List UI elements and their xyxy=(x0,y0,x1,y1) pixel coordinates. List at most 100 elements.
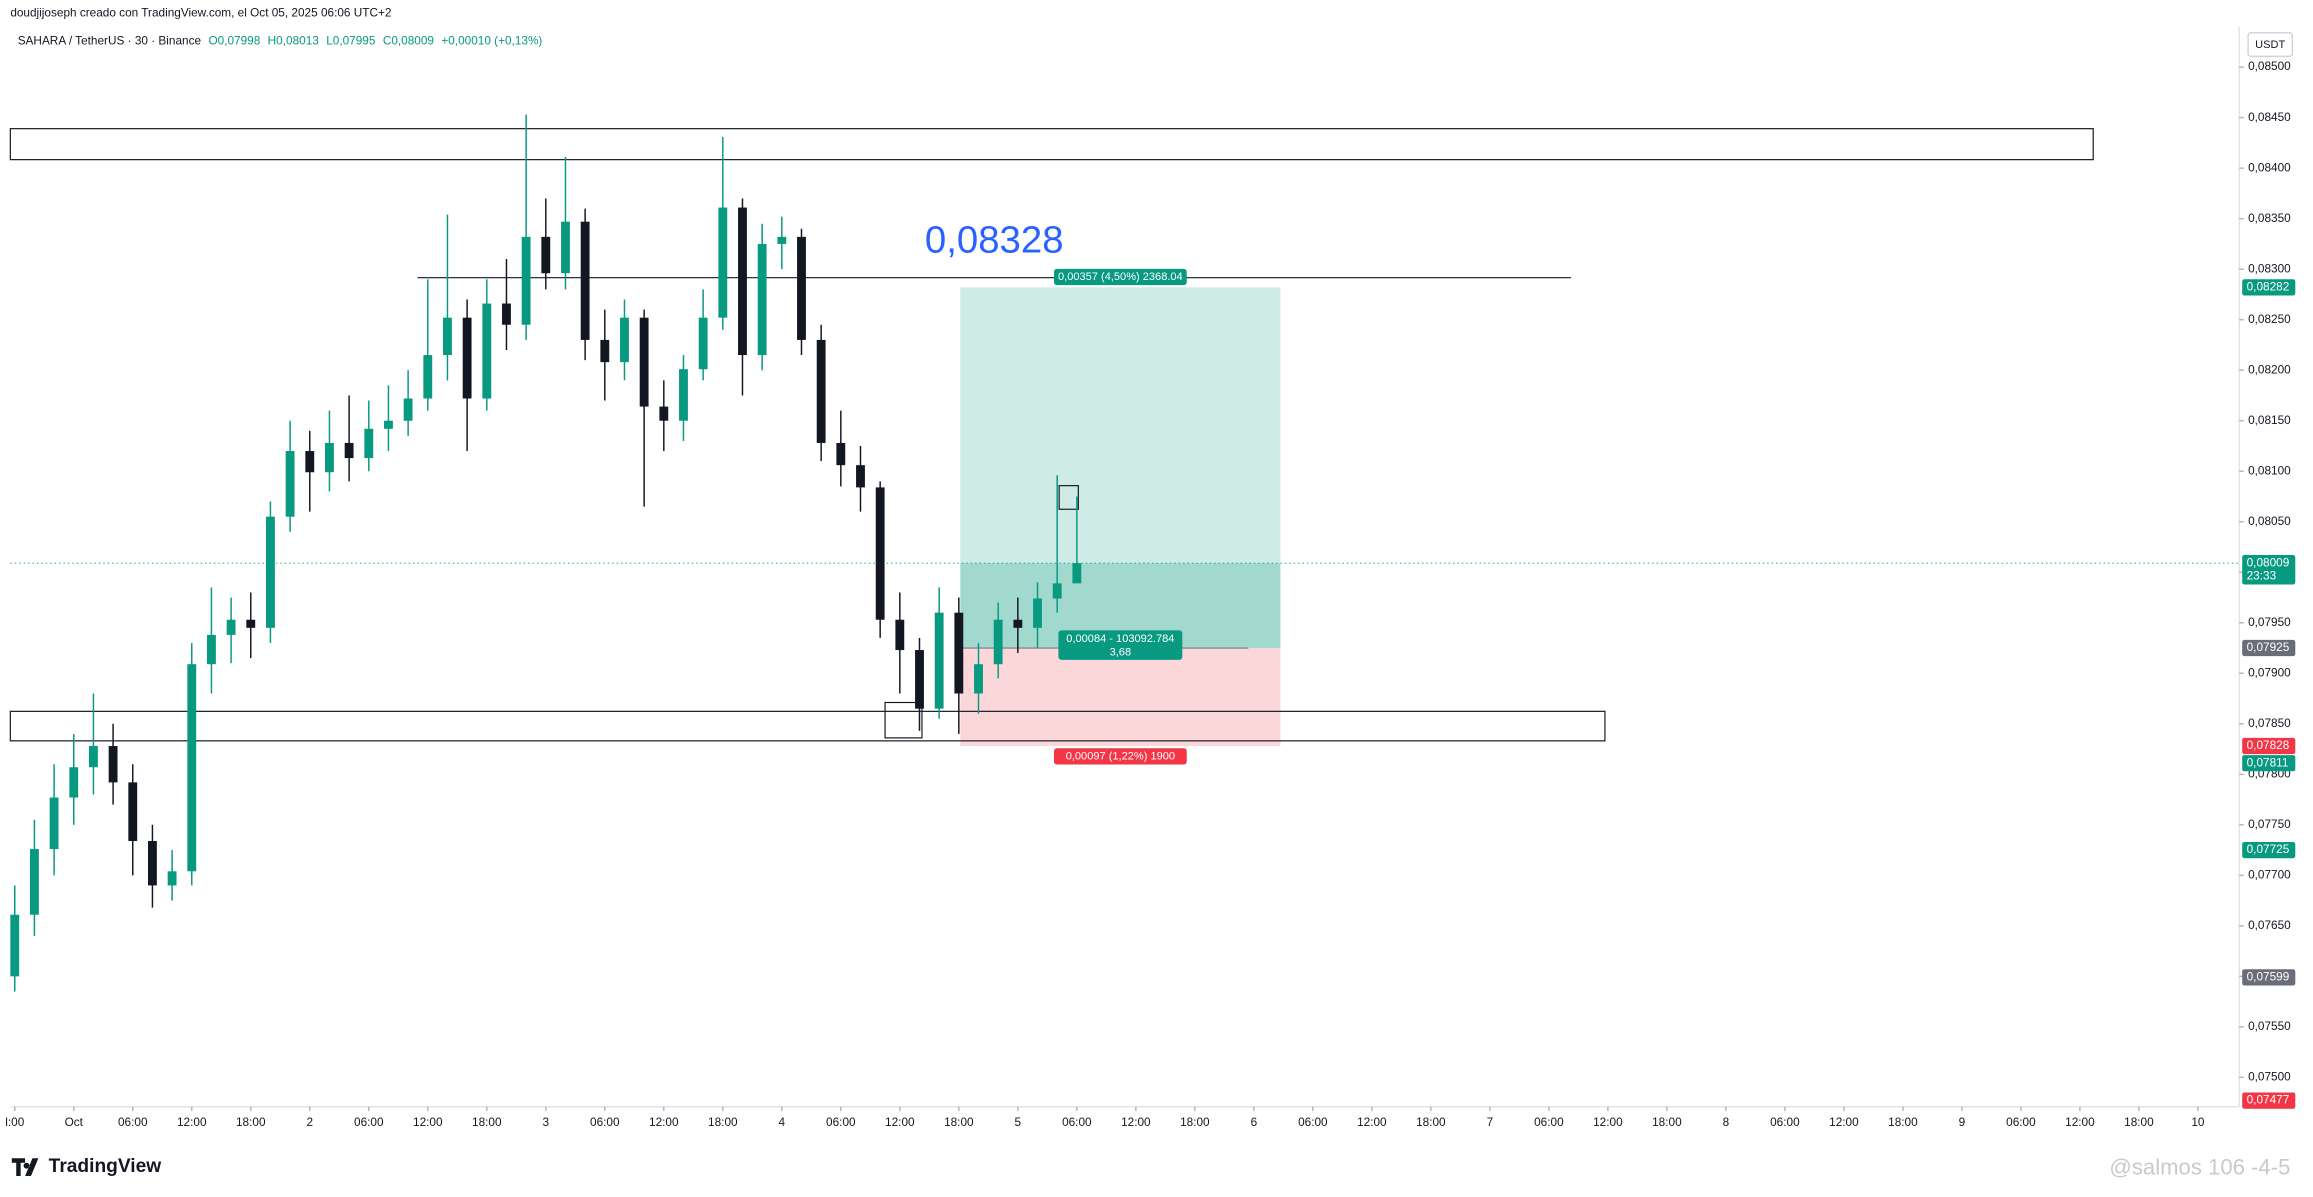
x-tick-label: 8 xyxy=(1723,1115,1730,1129)
x-tick-label: 6 xyxy=(1251,1115,1258,1129)
candle-body xyxy=(266,516,275,628)
price-tag xyxy=(2242,755,2296,772)
x-tick-label: 06:00 xyxy=(2006,1115,2036,1129)
candle-body xyxy=(364,428,374,459)
x-tick-label: 12:00 xyxy=(885,1115,915,1129)
candle-body xyxy=(777,236,787,244)
logo-icon xyxy=(11,1158,39,1177)
price-tag-label: 0,08282 xyxy=(2247,279,2290,293)
candle-body xyxy=(639,317,649,407)
annotation[interactable]: 0,08328 xyxy=(925,218,1064,261)
symbol: SAHARA / TetherUS · 30 · Binance xyxy=(18,34,202,48)
candle-body xyxy=(600,339,610,363)
candle-body xyxy=(49,797,59,850)
target-label-bg xyxy=(1053,268,1187,286)
resistance-zone[interactable] xyxy=(9,128,2094,161)
candle-body xyxy=(10,914,20,977)
ratio-label: 3,68 xyxy=(1110,646,1132,658)
candle-body xyxy=(423,355,433,399)
x-tick-label: 06:00 xyxy=(1770,1115,1800,1129)
brand: TradingView xyxy=(49,1156,162,1177)
x-tick-label: 18:00 xyxy=(1652,1115,1682,1129)
x-tick-label: 12:00 xyxy=(177,1115,207,1129)
candles xyxy=(10,114,1082,992)
candle-body xyxy=(561,221,570,274)
x-tick-label: 10 xyxy=(2191,1115,2205,1129)
price-tag xyxy=(2242,841,2296,859)
x-tick-label: 18:00 xyxy=(236,1115,266,1129)
candle-body xyxy=(954,612,964,694)
candle-body xyxy=(757,243,767,356)
y-tick-label: 0,08150 xyxy=(2248,413,2291,427)
y-tick-label: 0,08200 xyxy=(2248,362,2291,376)
price-tag xyxy=(2242,555,2296,585)
candle-body xyxy=(521,236,531,325)
price-tag-label: 0,07599 xyxy=(2247,969,2290,983)
entry-label: 0,00084 - 103092.784 xyxy=(1066,633,1174,645)
candle-body xyxy=(108,746,118,783)
x-tick-label: 12:00 xyxy=(1829,1115,1859,1129)
candle-body xyxy=(836,442,846,466)
x-tick-label: 18:00 xyxy=(472,1115,502,1129)
candle-body xyxy=(816,339,826,443)
price-tag-label: 0,07477 xyxy=(2247,1093,2290,1107)
x-tick-label: Oct xyxy=(65,1115,84,1129)
price-tag xyxy=(2242,279,2296,296)
candle-body xyxy=(384,420,393,429)
marker-box[interactable] xyxy=(1058,485,1079,510)
price-tag-countdown: 23:33 xyxy=(2247,569,2277,583)
x-tick-label: 12:00 xyxy=(649,1115,679,1129)
candle-body xyxy=(344,442,354,459)
brand-logo: TradingView xyxy=(11,1156,162,1177)
stop-label: 0,00097 (1,22%) 1900 xyxy=(1066,750,1175,762)
x-tick-label: 06:00 xyxy=(1298,1115,1328,1129)
currency[interactable]: USDT xyxy=(2255,39,2285,51)
candle-body xyxy=(718,207,728,318)
stop-label-bg xyxy=(1053,748,1187,765)
candle-body xyxy=(246,619,256,628)
candle-body xyxy=(167,871,177,886)
candle-body xyxy=(148,840,157,886)
candle-body xyxy=(738,207,747,356)
x-tick-label: 18:00 xyxy=(1416,1115,1446,1129)
candle-body xyxy=(974,664,983,694)
y-tick-label: 0,08350 xyxy=(2248,211,2291,225)
ohlc-close: C0,08009 xyxy=(383,34,434,48)
price-tag-label: 0,08009 xyxy=(2247,555,2290,569)
price-tag xyxy=(2242,1092,2296,1109)
y-tick-label: 0,07950 xyxy=(2248,615,2291,629)
x-tick-label: 4 xyxy=(779,1115,786,1129)
candle-body xyxy=(29,849,39,915)
price-tag-label: 0,07828 xyxy=(2247,738,2290,752)
currency-button[interactable] xyxy=(2247,32,2294,58)
candle-body xyxy=(679,369,688,421)
candle-body xyxy=(187,664,197,872)
support-zone[interactable] xyxy=(9,710,1606,742)
price-tag xyxy=(2242,737,2296,755)
y-tick-label: 0,08450 xyxy=(2248,110,2291,124)
candle-body xyxy=(993,619,1003,665)
marker-box[interactable] xyxy=(884,701,923,739)
x-tick-label: 18:00 xyxy=(1888,1115,1918,1129)
position-layer xyxy=(10,287,2240,747)
loss-zone xyxy=(960,648,1281,747)
candle-body xyxy=(541,236,551,274)
candle-body xyxy=(934,612,944,709)
y-tick-label: 0,08250 xyxy=(2248,312,2291,326)
candle-body xyxy=(285,451,295,517)
price-tag-label: 0,07725 xyxy=(2247,842,2290,856)
watermark: @salmos 106 -4-5 xyxy=(2109,1154,2290,1179)
x-tick-label: 18:00 xyxy=(1180,1115,1210,1129)
x-tick-label: 12:00 xyxy=(1593,1115,1623,1129)
candle-body xyxy=(1033,598,1042,628)
x-tick-label: 3 xyxy=(543,1115,550,1129)
x-tick-label: 12:00 xyxy=(413,1115,443,1129)
candle-body xyxy=(305,451,315,473)
candle-body xyxy=(915,650,924,709)
x-tick-label: 18:00 xyxy=(944,1115,974,1129)
x-tick-label: 06:00 xyxy=(826,1115,856,1129)
candle-body xyxy=(1072,563,1082,584)
candle-body xyxy=(580,221,590,340)
target-label: 0,00357 (4,50%) 2368.04 xyxy=(1058,271,1183,283)
x-tick-label: 18:00 xyxy=(2124,1115,2154,1129)
